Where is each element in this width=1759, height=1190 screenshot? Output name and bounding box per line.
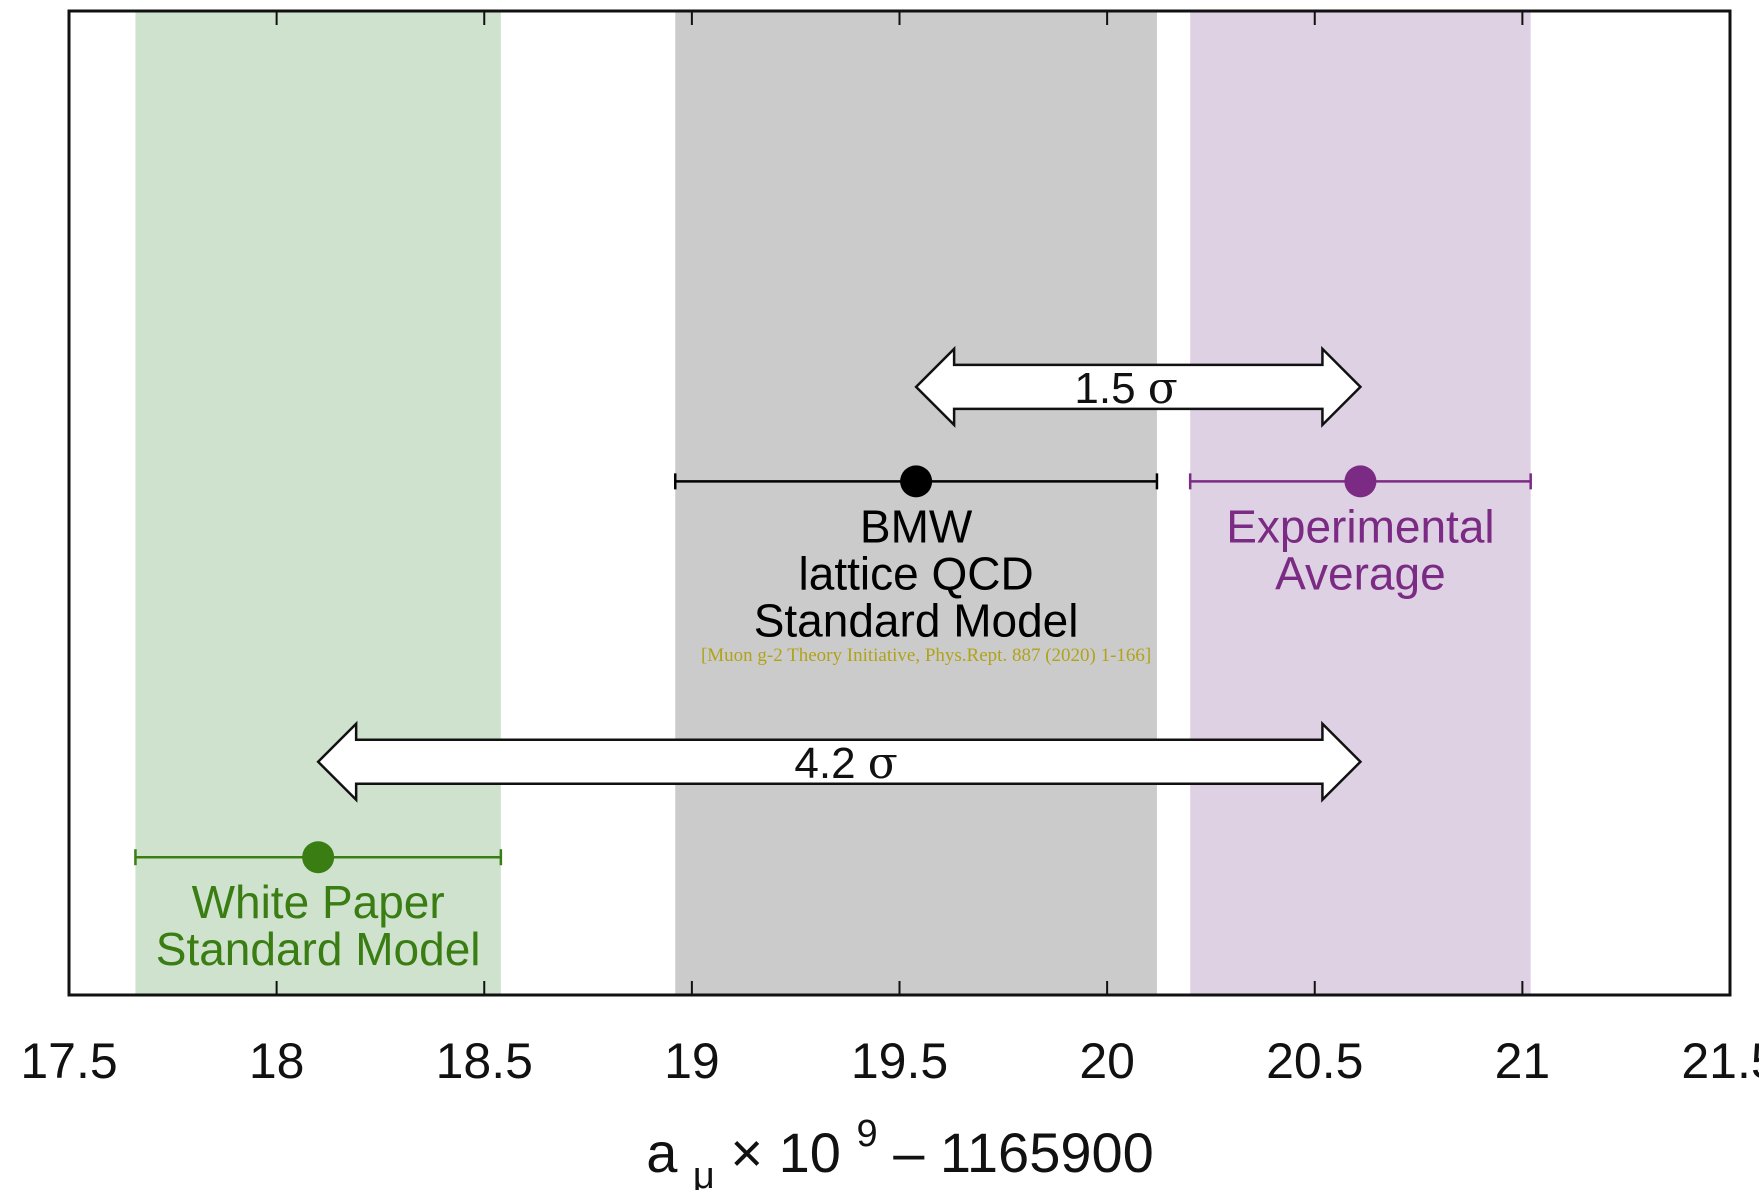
series-label-0-line-1: Standard Model — [156, 923, 481, 975]
bands-layer — [135, 11, 1531, 995]
data-point-1 — [900, 465, 933, 498]
series-label-2-line-0: Experimental — [1226, 500, 1494, 552]
x-tick-label-6: 20.5 — [1266, 1033, 1363, 1089]
sigma-arrow-1 — [316, 720, 1363, 803]
x-tick-label-4: 19.5 — [851, 1033, 948, 1089]
sigma-arrow-label-1: 4.2 σ — [794, 738, 897, 789]
x-axis-title-tail: – 1165900 — [893, 1121, 1154, 1184]
series-label-1-line-1: lattice QCD — [799, 547, 1034, 599]
x-axis-title-sub: μ — [693, 1155, 715, 1190]
sigma-arrow-label-symbol-0: σ — [1148, 363, 1178, 414]
band-0 — [135, 11, 501, 995]
series-label-0-line-0: White Paper — [192, 876, 445, 928]
sigma-arrow-0 — [914, 345, 1363, 428]
ticks-layer: 17.5 18 18.5 19 19.5 20 20.5 21 21.5 — [20, 11, 1759, 1089]
x-tick-label-8: 21.5 — [1681, 1033, 1759, 1089]
data-point-0 — [302, 841, 335, 874]
x-axis-title-sup: 9 — [857, 1113, 878, 1155]
sigma-arrow-label-symbol-1: σ — [868, 738, 898, 789]
sigma-arrow-label-number-1: 4.2 — [794, 739, 867, 788]
sigma-arrow-label-0: 1.5 σ — [1074, 363, 1177, 414]
citation-text: [Muon g-2 Theory Initiative, Phys.Rept. … — [701, 645, 1151, 666]
arrows-layer: 1.5 σ4.2 σ — [316, 345, 1363, 803]
band-1 — [675, 11, 1157, 995]
x-tick-label-0: 17.5 — [20, 1033, 117, 1089]
series-label-1-line-0: BMW — [860, 500, 973, 552]
x-axis-title-mid: × 10 — [730, 1121, 841, 1184]
x-tick-label-1: 18 — [249, 1033, 305, 1089]
data-point-2 — [1344, 465, 1377, 498]
points-layer — [134, 465, 1532, 874]
x-axis-title-base: a — [646, 1121, 678, 1184]
x-tick-label-2: 18.5 — [436, 1033, 533, 1089]
series-label-1-line-2: Standard Model — [754, 594, 1079, 646]
sigma-arrow-label-number-0: 1.5 — [1074, 364, 1147, 413]
series-label-2-line-1: Average — [1275, 547, 1446, 599]
x-tick-label-3: 19 — [664, 1033, 720, 1089]
band-2 — [1190, 11, 1531, 995]
x-tick-label-7: 21 — [1495, 1033, 1551, 1089]
x-tick-label-5: 20 — [1079, 1033, 1135, 1089]
x-axis-title: a μ × 10 9 – 1165900 — [646, 1095, 1154, 1190]
